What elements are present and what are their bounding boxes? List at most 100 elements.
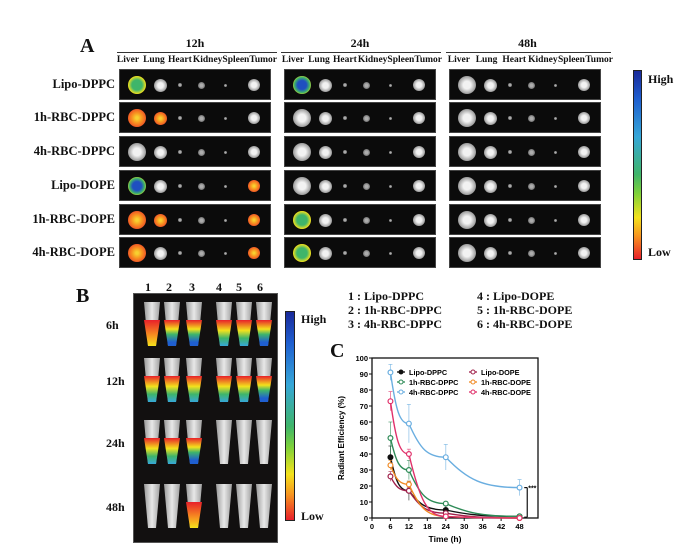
organ-signal <box>343 184 347 188</box>
organ-signal <box>484 145 497 159</box>
y-tick-label: 0 <box>364 514 368 523</box>
organ-fluorescence-image <box>284 102 436 133</box>
organ-signal <box>578 180 590 192</box>
data-point <box>387 434 394 441</box>
organ-signal <box>248 146 260 158</box>
organ-signal <box>528 81 535 89</box>
organ-label-liver: Liver <box>447 55 470 65</box>
organ-signal <box>528 114 535 122</box>
x-tick-label: 0 <box>370 522 374 531</box>
x-tick-label: 42 <box>497 522 505 531</box>
organ-label-kidney: Kidney <box>357 55 388 65</box>
organ-label-spleen: Spleen <box>222 55 250 65</box>
panel-b-legend-4: 4 : Lipo-DOPE <box>477 289 555 303</box>
panel-a-letter: A <box>80 35 95 57</box>
organ-signal <box>578 146 590 158</box>
organ-signal <box>198 148 205 156</box>
y-tick-label: 50 <box>360 434 368 443</box>
legend-swatch-marker <box>470 389 476 395</box>
x-tick-label: 36 <box>478 522 486 531</box>
data-point <box>405 450 412 457</box>
organ-signal <box>413 247 425 259</box>
tube-number: 1 <box>145 280 151 294</box>
x-tick-label: 30 <box>460 522 468 531</box>
organ-signal <box>154 111 167 125</box>
x-tick-label: 18 <box>423 522 431 531</box>
legend-swatch-marker <box>398 369 404 375</box>
legend-label: 4h-RBC-DOPE <box>481 388 531 397</box>
tube-fluorescence <box>256 376 272 402</box>
tube-fluorescence <box>186 376 202 402</box>
organ-label-heart: Heart <box>502 55 527 65</box>
tube-number: 4 <box>216 280 222 294</box>
organ-label-kidney: Kidney <box>528 55 558 65</box>
y-tick-label: 100 <box>355 354 368 363</box>
organ-signal <box>248 180 260 192</box>
organ-signal <box>389 116 392 120</box>
organ-signal <box>178 150 182 154</box>
organ-signal <box>578 79 590 91</box>
organ-signal <box>528 249 535 257</box>
tube-fluorescence <box>256 320 272 346</box>
organ-signal <box>248 112 260 124</box>
organ-signal <box>248 214 260 226</box>
data-point <box>442 513 449 520</box>
x-tick-label: 6 <box>388 522 392 531</box>
organ-label-heart: Heart <box>168 55 192 65</box>
organ-signal <box>508 150 512 154</box>
tube-fluorescence <box>186 502 202 528</box>
panel-b-letter: B <box>76 285 90 307</box>
legend-swatch-marker <box>398 389 404 395</box>
organ-signal <box>528 216 535 224</box>
organ-signal <box>198 114 205 122</box>
organ-signal <box>128 76 146 94</box>
organ-signal <box>198 182 205 190</box>
organ-signal <box>198 249 205 257</box>
organ-signal <box>413 214 425 226</box>
organ-fluorescence-image <box>449 237 601 268</box>
organ-fluorescence-image <box>284 170 436 201</box>
organ-signal <box>293 76 311 94</box>
organ-label-tumor: Tumor <box>249 55 277 65</box>
organ-fluorescence-image <box>449 204 601 235</box>
organ-signal <box>293 211 311 229</box>
organ-signal <box>484 179 497 193</box>
series-line-4h-rbc-dope <box>389 401 520 519</box>
tube-timepoint-label: 12h <box>106 374 125 388</box>
series-line-4h-rbc-dppc <box>389 372 520 489</box>
row-label: 4h-RBC-DOPE <box>32 245 115 259</box>
tube-timepoint-label: 6h <box>106 318 119 332</box>
legend-swatch-marker <box>470 369 476 375</box>
tube <box>216 484 232 528</box>
tube <box>144 484 160 528</box>
organ-signal <box>554 83 557 87</box>
panel-a-time-12h: 12h <box>185 36 205 50</box>
tube-fluorescence <box>164 376 180 402</box>
organ-signal <box>508 251 512 255</box>
organ-signal <box>458 244 476 262</box>
organ-signal <box>128 211 146 229</box>
organ-signal <box>293 109 311 127</box>
organ-label-tumor: Tumor <box>414 55 442 65</box>
organ-signal <box>389 150 392 154</box>
organ-signal <box>128 177 146 195</box>
tube-fluorescence <box>236 320 252 346</box>
organ-signal <box>319 213 332 227</box>
organ-signal <box>343 116 347 120</box>
organ-fluorescence-image <box>449 170 601 201</box>
significance-annotation: *** <box>528 486 536 493</box>
data-point <box>405 481 412 488</box>
panel-b-colorbar-high: High <box>301 312 327 326</box>
tube-fluorescence <box>144 376 160 402</box>
organ-signal <box>178 83 182 87</box>
organ-header-row: Liver Lung Heart Kidney Spleen Tumor <box>280 55 442 65</box>
data-point <box>442 454 449 461</box>
tube <box>216 420 232 464</box>
organ-fluorescence-image <box>449 102 601 133</box>
legend-label: Lipo-DOPE <box>481 368 520 377</box>
organ-fluorescence-image <box>119 136 271 167</box>
tube-fluorescence <box>236 376 252 402</box>
row-label: 1h-RBC-DPPC <box>33 110 115 124</box>
organ-label-heart: Heart <box>333 55 357 65</box>
organ-signal <box>413 79 425 91</box>
